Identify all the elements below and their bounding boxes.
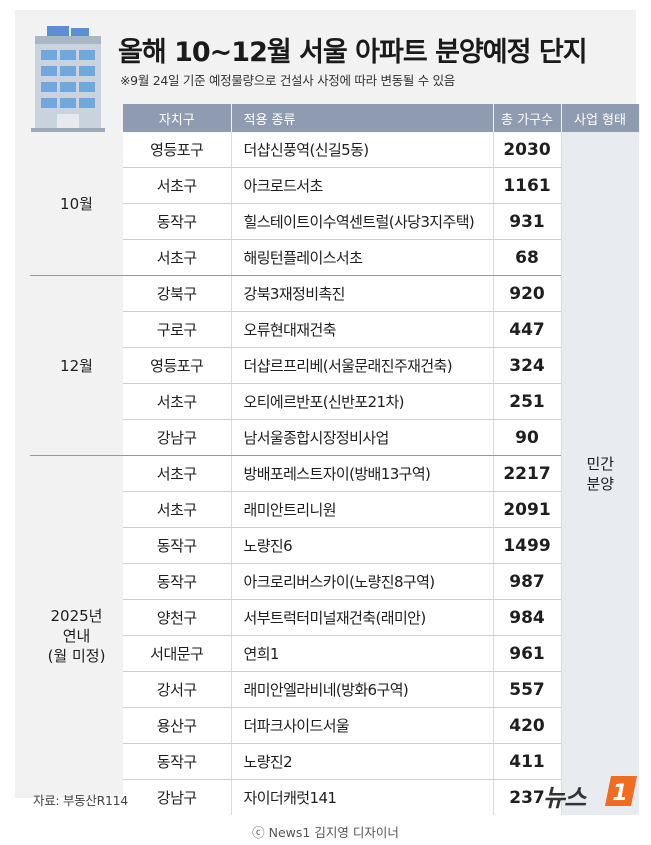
complex-name-cell: 노량진6 bbox=[231, 527, 494, 564]
page-title: 올해 10~12월 서울 아파트 분양예정 단지 bbox=[118, 37, 588, 68]
complex-name-cell: 더파크사이드서울 bbox=[231, 707, 494, 744]
household-count-cell: 1499 bbox=[493, 527, 561, 564]
district-cell: 구로구 bbox=[123, 311, 232, 348]
complex-name-cell: 강북3재정비촉진 bbox=[231, 275, 494, 312]
household-count-cell: 237 bbox=[493, 779, 561, 815]
column-header-sale-type: 사업 형태 bbox=[561, 104, 640, 132]
table-row: 10월 영등포구 더샵신풍역(신길5동) 2030 민간 분양 bbox=[30, 132, 639, 815]
district-cell: 용산구 bbox=[123, 707, 232, 744]
source-note: 자료: 부동산R114 bbox=[33, 793, 128, 808]
household-count-cell: 2091 bbox=[493, 491, 561, 528]
complex-name-cell: 서부트럭터미널재건축(래미안) bbox=[231, 599, 494, 636]
household-count-cell: 931 bbox=[493, 203, 561, 240]
complex-name-cell: 해링턴플레이스서초 bbox=[231, 239, 494, 276]
page-subtitle: ※9월 24일 기준 예정물량으로 건설사 사정에 따라 변동될 수 있음 bbox=[120, 73, 455, 88]
district-cell: 강남구 bbox=[123, 419, 232, 456]
table-row: 서초구 오티에르반포(신반포21차) 251 bbox=[30, 383, 639, 420]
complex-name-cell: 래미안엘라비네(방화6구역) bbox=[231, 671, 494, 708]
table-row: 강서구 래미안엘라비네(방화6구역) 557 bbox=[30, 671, 639, 708]
district-cell: 영등포구 bbox=[123, 132, 232, 168]
complex-name-cell: 아크로리버스카이(노량진8구역) bbox=[231, 563, 494, 600]
table-row: 서초구 해링턴플레이스서초 68 bbox=[30, 239, 639, 276]
household-count-cell: 920 bbox=[493, 275, 561, 312]
district-cell: 서초구 bbox=[123, 383, 232, 420]
household-count-cell: 557 bbox=[493, 671, 561, 708]
sale-type-cell: 민간 분양 bbox=[560, 132, 639, 815]
column-header-count: 총 가구수 bbox=[493, 104, 562, 132]
household-count-cell: 961 bbox=[493, 635, 561, 672]
complex-name-cell: 연희1 bbox=[231, 635, 494, 672]
complex-name-cell: 래미안트리니원 bbox=[231, 491, 494, 528]
news1-logo: 뉴스 1 bbox=[543, 774, 651, 812]
household-count-cell: 984 bbox=[493, 599, 561, 636]
household-count-cell: 90 bbox=[493, 419, 561, 456]
household-count-cell: 1161 bbox=[493, 167, 561, 204]
complex-name-cell: 힐스테이트이수역센트럴(사당3지주택) bbox=[231, 203, 494, 240]
table-row: 영등포구 더샵르프리베(서울문래진주재건축) 324 bbox=[30, 347, 639, 384]
column-header-district: 자치구 bbox=[123, 104, 232, 132]
table-row: 12월 강북구 강북3재정비촉진 920 bbox=[30, 275, 639, 456]
table-row: 서대문구 연희1 961 bbox=[30, 635, 639, 672]
logo-mark-icon: 1 bbox=[605, 776, 637, 806]
district-cell: 동작구 bbox=[123, 527, 232, 564]
district-cell: 서초구 bbox=[123, 167, 232, 204]
table-row: 강남구 자이더캐럿141 237 bbox=[30, 779, 639, 815]
table-row: 서초구 아크로드서초 1161 bbox=[30, 167, 639, 204]
table-row: 동작구 노량진2 411 bbox=[30, 743, 639, 780]
district-cell: 영등포구 bbox=[123, 347, 232, 384]
district-cell: 동작구 bbox=[123, 743, 232, 780]
complex-name-cell: 자이더캐럿141 bbox=[231, 779, 494, 815]
column-header-name: 적용 종류 bbox=[231, 104, 494, 132]
schedule-table: 자치구 적용 종류 총 가구수 사업 형태 10월 영등포구 더샵신풍역(신길5… bbox=[30, 104, 640, 815]
household-count-cell: 447 bbox=[493, 311, 561, 348]
district-cell: 동작구 bbox=[123, 563, 232, 600]
complex-name-cell: 더샵르프리베(서울문래진주재건축) bbox=[231, 347, 494, 384]
district-cell: 강남구 bbox=[123, 779, 232, 815]
complex-name-cell: 오류현대재건축 bbox=[231, 311, 494, 348]
header-month-cell bbox=[30, 104, 123, 132]
table-row: 구로구 오류현대재건축 447 bbox=[30, 311, 639, 348]
table-row: 2025년 연내 (월 미정) 서초구 방배포레스트자이(방배13구역) 2217 bbox=[30, 455, 639, 665]
household-count-cell: 68 bbox=[493, 239, 561, 276]
table-row: 서초구 래미안트리니원 2091 bbox=[30, 491, 639, 528]
logo-mark-text: 1 bbox=[612, 781, 627, 806]
month-cell: 2025년 연내 (월 미정) bbox=[47, 606, 106, 665]
complex-name-cell: 노량진2 bbox=[231, 743, 494, 780]
logo-text: 뉴스 bbox=[543, 784, 586, 812]
district-cell: 서초구 bbox=[123, 455, 232, 492]
infographic-card: 올해 10~12월 서울 아파트 분양예정 단지 ※9월 24일 기준 예정물량… bbox=[15, 10, 640, 815]
table-header-row: 자치구 적용 종류 총 가구수 사업 형태 bbox=[30, 104, 640, 132]
district-cell: 양천구 bbox=[123, 599, 232, 636]
household-count-cell: 420 bbox=[493, 707, 561, 744]
household-count-cell: 2030 bbox=[493, 132, 561, 168]
complex-name-cell: 남서울종합시장정비사업 bbox=[231, 419, 494, 456]
district-cell: 강북구 bbox=[123, 275, 232, 312]
district-cell: 서초구 bbox=[123, 239, 232, 276]
table-row: 동작구 노량진6 1499 bbox=[30, 527, 639, 564]
table-row: 동작구 아크로리버스카이(노량진8구역) 987 bbox=[30, 563, 639, 600]
household-count-cell: 987 bbox=[493, 563, 561, 600]
household-count-cell: 324 bbox=[493, 347, 561, 384]
table-row: 용산구 더파크사이드서울 420 bbox=[30, 707, 639, 744]
household-count-cell: 411 bbox=[493, 743, 561, 780]
table-row: 동작구 힐스테이트이수역센트럴(사당3지주택) 931 bbox=[30, 203, 639, 240]
household-count-cell: 251 bbox=[493, 383, 561, 420]
table-row: 양천구 서부트럭터미널재건축(래미안) 984 bbox=[30, 599, 639, 636]
district-cell: 강서구 bbox=[123, 671, 232, 708]
district-cell: 동작구 bbox=[123, 203, 232, 240]
month-cell: 10월 bbox=[30, 132, 123, 276]
complex-name-cell: 아크로드서초 bbox=[231, 167, 494, 204]
complex-name-cell: 더샵신풍역(신길5동) bbox=[231, 132, 494, 168]
district-cell: 서초구 bbox=[123, 491, 232, 528]
household-count-cell: 2217 bbox=[493, 455, 561, 492]
building-icon bbox=[31, 26, 105, 132]
district-cell: 서대문구 bbox=[123, 635, 232, 672]
image-credit: ⓒ News1 김지영 디자이너 bbox=[252, 825, 399, 840]
month-cell: 12월 bbox=[30, 275, 123, 456]
complex-name-cell: 방배포레스트자이(방배13구역) bbox=[231, 455, 494, 492]
complex-name-cell: 오티에르반포(신반포21차) bbox=[231, 383, 494, 420]
table-row: 강남구 남서울종합시장정비사업 90 bbox=[30, 419, 639, 456]
